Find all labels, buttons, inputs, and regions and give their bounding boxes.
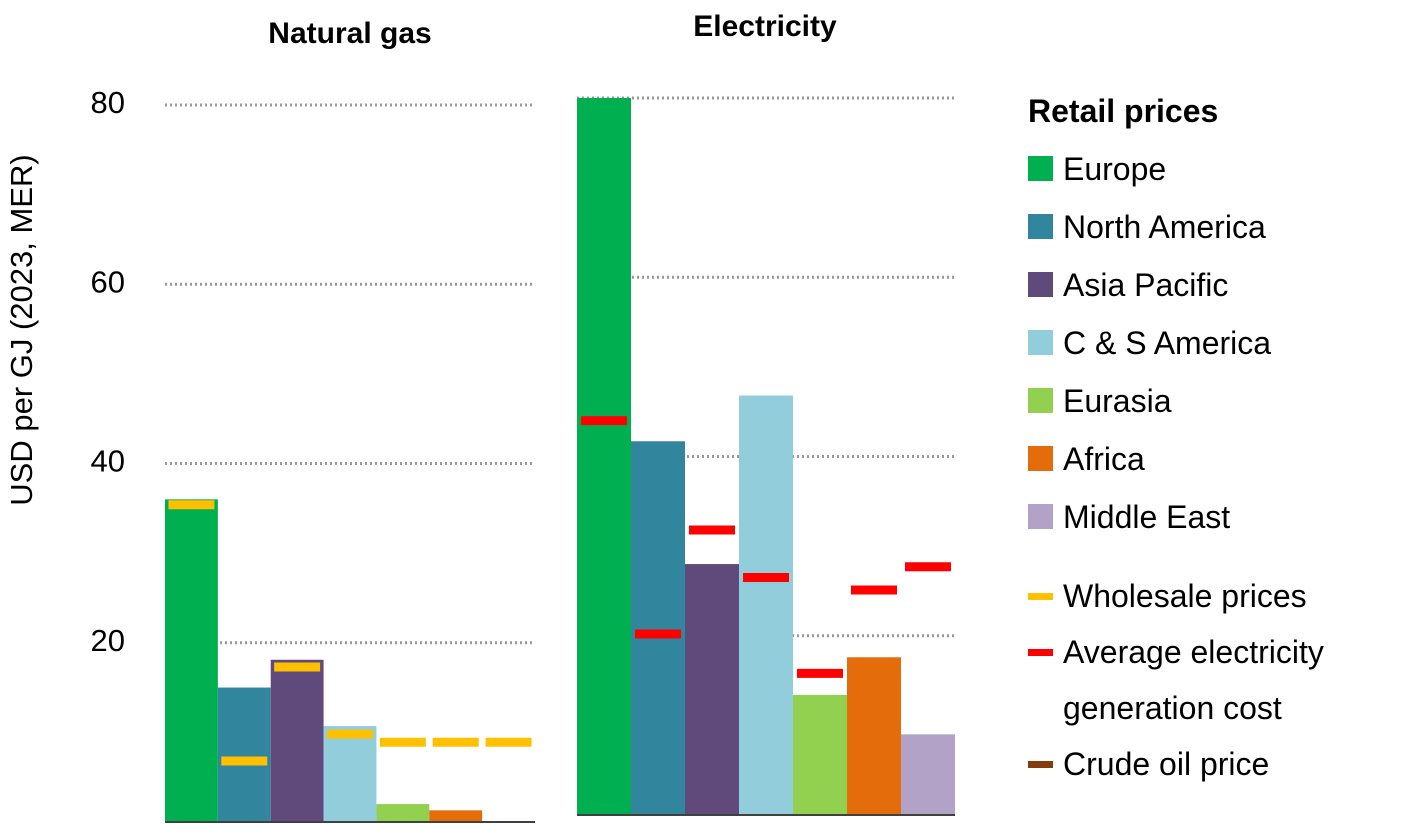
legend-label: Crude oil price [1063, 746, 1270, 782]
legend-item: Europe [1028, 140, 1398, 198]
legend-label: Middle East [1063, 499, 1231, 535]
legend-label: Wholesale prices [1063, 578, 1307, 614]
bar [631, 441, 685, 815]
legend-swatch [1028, 504, 1053, 529]
legend-label: Asia Pacific [1063, 267, 1229, 303]
legend-swatch [1028, 388, 1053, 413]
legend-item: Middle East [1028, 488, 1398, 546]
legend-swatch [1028, 214, 1053, 239]
bar [270, 659, 324, 822]
y-tick-label: 60 [91, 264, 125, 299]
bar [901, 734, 955, 815]
legend-label: Average electricity generation cost [1063, 634, 1324, 726]
bar [685, 564, 739, 815]
legend-marker [1028, 761, 1053, 768]
legend-item: Wholesale prices [1028, 568, 1398, 624]
bar [847, 657, 901, 815]
legend-swatch [1028, 330, 1053, 355]
legend-swatch [1028, 156, 1053, 181]
chart: USD per GJ (2023, MER) Natural gas 20 40 60… [4, 10, 955, 823]
legend-label: Eurasia [1063, 383, 1172, 419]
y-axis-label: USD per GJ (2023, MER) [4, 154, 39, 505]
bar [165, 499, 218, 822]
bar [429, 810, 483, 822]
legend-item: Africa [1028, 430, 1398, 488]
y-tick-label: 40 [91, 444, 125, 479]
legend-item: Average electricity generation cost [1028, 624, 1398, 736]
legend-title: Retail prices [1028, 93, 1219, 129]
legend-item: North America [1028, 198, 1398, 256]
legend-label: Europe [1063, 151, 1167, 187]
legend-label: Africa [1063, 441, 1145, 477]
chart-title: Electricity [693, 10, 837, 43]
legend-marker [1028, 649, 1053, 656]
legend-swatch [1028, 272, 1053, 297]
y-tick-label: 80 [91, 85, 125, 120]
bar [323, 726, 377, 822]
y-tick-label: 20 [91, 623, 125, 658]
legend-label: North America [1063, 209, 1266, 245]
bar [376, 804, 430, 822]
bar [793, 694, 847, 815]
legend-label: C & S America [1063, 325, 1272, 361]
bar [577, 98, 631, 815]
legend-item: C & S America [1028, 314, 1398, 372]
legend-swatch [1028, 446, 1053, 471]
bar [217, 687, 271, 822]
chart-title: Natural gas [268, 17, 431, 50]
legend-item: Asia Pacific [1028, 256, 1398, 314]
legend-item: Crude oil price [1028, 736, 1398, 792]
bar [739, 395, 793, 815]
legend-item: Eurasia [1028, 372, 1398, 430]
legend: Retail prices Europe North America Asia Pa… [1028, 82, 1398, 792]
legend-marker [1028, 593, 1053, 600]
